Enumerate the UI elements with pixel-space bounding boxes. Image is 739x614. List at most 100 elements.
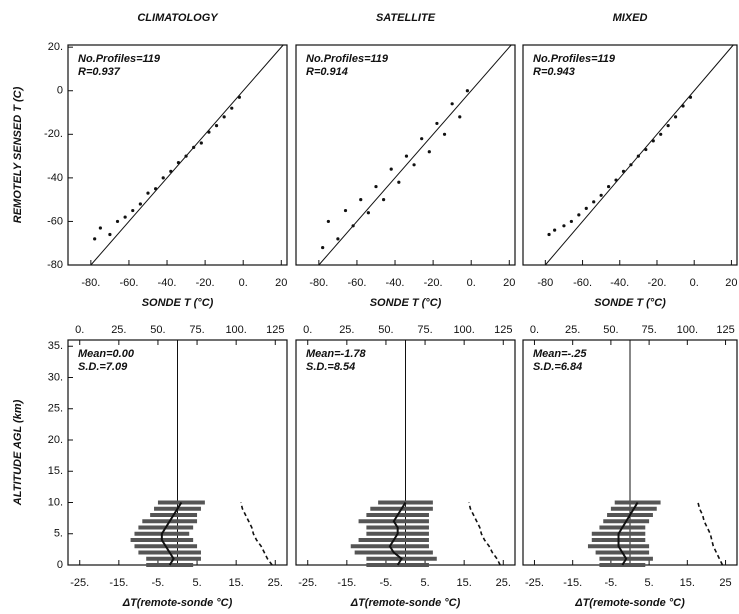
point [629,163,633,167]
x-axis-label: ΔT(remote-sonde °C) [574,597,685,609]
x2-tick-label: 25. [565,324,580,336]
y-tick-label: -40 [47,172,63,184]
x-tick-label: 25. [496,577,511,589]
x2-tick-label: 0. [75,324,84,336]
x-tick-label: -80 [537,277,553,289]
point [450,102,454,106]
x-tick-label: -5. [380,577,393,589]
x2-tick-label: 75. [189,324,204,336]
x2-tick-label: 25. [111,324,126,336]
point [465,89,469,93]
point [343,208,348,213]
x-tick-label: 15. [229,577,244,589]
panel-title: CLIMATOLOGY [137,12,219,24]
x2-tick-label: 25. [339,324,354,336]
x2-tick-label: 100. [453,324,474,336]
annotation: No.Profiles=119 [78,53,161,65]
x-tick-label: 0. [690,277,699,289]
point [397,180,401,184]
x2-tick-label: 50. [603,324,618,336]
x-tick-label: 0. [467,277,476,289]
y-tick-label: 0 [57,85,63,97]
point [673,115,678,119]
mean-profile [388,501,407,566]
count-profile [468,502,501,566]
point [607,184,611,189]
point [382,198,386,202]
x-axis-label: ΔT(remote-sonde °C) [122,597,233,609]
x2-tick-label: 125 [716,324,734,336]
x-tick-label: -15. [109,577,128,589]
x2-tick-label: 125 [494,324,512,336]
annotation: No.Profiles=119 [306,53,389,65]
y-tick-label: 25. [48,403,63,415]
point [98,226,102,230]
x2-tick-label: 50. [150,324,165,336]
one-to-one-line [318,44,512,266]
point [161,176,165,180]
x-tick-label: -25. [525,577,544,589]
x2-tick-label: 125 [266,324,284,336]
point [359,198,363,202]
x-tick-label: -5. [604,577,617,589]
point [138,202,142,206]
point [592,200,596,204]
x-axis-label: SONDE T (°C) [370,297,442,309]
point [154,187,158,191]
y-tick-label: 30. [48,371,63,383]
point [442,132,447,136]
x-tick-label: -40. [386,277,405,289]
x-tick-label: -5. [152,577,165,589]
y-axis-label: ALTITUDE AGL (km) [12,399,24,506]
x-tick-label: -25. [70,577,89,589]
x-axis-label: SONDE T (°C) [594,297,666,309]
point [389,167,393,171]
x-tick-label: 25 [719,577,731,589]
point [614,178,618,182]
point [108,232,112,237]
x2-tick-label: 100. [677,324,698,336]
point [326,219,330,224]
point [644,147,648,152]
x2-tick-label: 75. [641,324,656,336]
point [569,219,573,224]
point [599,193,603,197]
point [688,95,693,99]
point [584,206,588,210]
annotation: Mean=-1.78 [306,348,366,360]
y-tick-label: 15. [48,465,63,477]
point [636,154,640,158]
x-tick-label: 5. [645,577,654,589]
point [184,154,188,158]
point [199,141,203,145]
y-tick-label: 20. [48,41,63,53]
x-tick-label: -20. [424,277,443,289]
point [547,232,551,237]
point [131,208,135,213]
point [366,211,370,215]
point [115,219,120,224]
point [336,237,340,241]
x2-tick-label: 100. [225,324,246,336]
y-tick-label: 5. [54,528,63,540]
x2-tick-label: 75. [417,324,432,336]
point [176,161,181,165]
count-profile [697,502,724,566]
mean-profile [160,501,183,566]
point [553,228,557,232]
point [321,245,325,250]
x-axis-label: SONDE T (°C) [142,297,214,309]
point [146,191,150,195]
x-tick-label: -60. [119,277,138,289]
mean-profile [617,501,639,566]
x-tick-label: -80. [81,277,100,289]
y-tick-label: 35. [48,340,63,352]
x-tick-label: -40. [610,277,629,289]
point [427,150,431,154]
point [420,137,424,141]
point [458,115,462,119]
x-tick-label: -20. [196,277,215,289]
x-tick-label: -25. [298,577,317,589]
point [374,184,378,189]
point [412,163,416,167]
